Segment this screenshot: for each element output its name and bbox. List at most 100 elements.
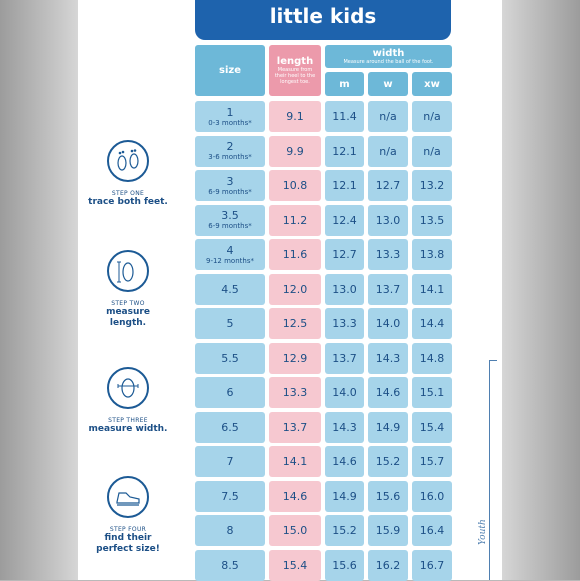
size-header: size [195, 45, 265, 96]
size-cell: 3 6-9 months* [195, 170, 265, 201]
w-cell: 13.3 [368, 239, 408, 270]
size-value: 3.5 [221, 209, 239, 222]
step-four-text: find their perfect size! [96, 533, 160, 554]
size-header-label: size [219, 65, 241, 76]
m-value: 12.7 [332, 248, 357, 261]
age-range: 9-12 months* [206, 256, 254, 265]
footprints-icon [107, 140, 149, 182]
size-cell: 4 9-12 months* [195, 239, 265, 270]
w-value: 13.7 [375, 282, 401, 296]
size-cell: 5 [195, 308, 265, 339]
length-header-note: Measure from their heel to the longest t… [274, 67, 316, 85]
size-value: 6 [226, 386, 234, 399]
width-m-label: m [339, 78, 350, 90]
length-cell: 13.3 [269, 377, 321, 408]
size-value: 8 [226, 524, 234, 537]
xw-value: n/a [423, 110, 441, 123]
m-cell: 12.4 [325, 204, 364, 236]
length-value: 12.0 [282, 282, 308, 296]
side-youth-text: Youth [478, 519, 488, 545]
xw-cell: 16.0 [412, 480, 452, 512]
m-cell: 12.1 [325, 170, 364, 201]
width-w-header: w [368, 72, 408, 96]
length-value: 10.8 [282, 179, 308, 192]
m-cell: 15.6 [325, 549, 364, 581]
w-cell: 15.9 [368, 515, 408, 546]
size-cell: 2 3-6 months* [195, 135, 265, 167]
m-cell: 14.6 [325, 446, 364, 477]
step-one-text: trace both feet. [88, 197, 168, 207]
xw-cell: 13.8 [412, 239, 452, 270]
size-cell: 8 [195, 515, 265, 546]
length-value: 11.2 [282, 213, 308, 227]
length-cell: 15.4 [269, 549, 321, 581]
xw-value: 16.0 [419, 489, 445, 503]
w-cell: 12.7 [368, 170, 408, 201]
length-value: 14.6 [282, 489, 308, 503]
xw-cell: 13.5 [412, 204, 452, 236]
m-cell: 14.3 [325, 411, 364, 443]
photo-frame-right [502, 0, 580, 580]
size-value: 8.5 [221, 558, 239, 572]
size-cell: 4.5 [195, 273, 265, 305]
size-value: 3 [226, 174, 234, 188]
w-value: n/a [379, 144, 397, 158]
side-divider-tick [489, 360, 497, 361]
xw-value: 16.4 [419, 524, 445, 537]
step-three: STEP THREE measure width. [88, 367, 168, 435]
foot-width-icon [107, 367, 149, 409]
length-cell: 13.7 [269, 411, 321, 443]
m-value: 12.4 [332, 213, 357, 227]
m-cell: 15.2 [325, 515, 364, 546]
w-cell: 16.2 [368, 549, 408, 581]
step-three-text: measure width. [88, 424, 168, 434]
width-xw-label: xw [424, 78, 440, 90]
xw-value: 13.2 [419, 179, 445, 192]
xw-cell: 14.1 [412, 273, 452, 305]
size-value: 5.5 [221, 351, 239, 365]
width-xw-header: xw [412, 72, 452, 96]
xw-value: 14.4 [419, 317, 445, 330]
xw-value: 16.7 [419, 558, 445, 572]
step-two-text: measure length. [106, 307, 150, 328]
width-m-header: m [325, 72, 364, 96]
m-value: 15.6 [332, 558, 357, 572]
length-cell: 12.9 [269, 342, 321, 374]
size-value: 7.5 [221, 489, 239, 503]
size-value: 2 [226, 140, 234, 153]
age-range: 6-9 months* [208, 222, 252, 230]
m-cell: 12.1 [325, 135, 364, 167]
w-value: 16.2 [375, 558, 401, 572]
size-value: 7 [226, 455, 234, 468]
width-header: width Measure around the ball of the foo… [325, 45, 452, 68]
length-value: 15.4 [282, 558, 308, 572]
m-value: 14.0 [332, 386, 357, 399]
m-cell: 13.7 [325, 342, 364, 374]
m-value: 13.3 [332, 317, 357, 330]
length-value: 13.3 [282, 386, 308, 399]
m-cell: 12.7 [325, 239, 364, 270]
w-value: 14.9 [375, 420, 401, 434]
size-cell: 3.5 6-9 months* [195, 204, 265, 236]
size-value: 6.5 [221, 420, 239, 434]
age-range: 3-6 months* [208, 153, 252, 161]
length-cell: 14.1 [269, 446, 321, 477]
length-cell: 11.6 [269, 239, 321, 270]
photo-frame-left [0, 0, 78, 580]
xw-value: 14.8 [419, 351, 445, 365]
length-value: 11.6 [282, 248, 308, 261]
xw-cell: 14.8 [412, 342, 452, 374]
step-one-label: STEP ONE [111, 190, 145, 197]
size-cell: 1 0-3 months* [195, 101, 265, 132]
w-cell: 14.6 [368, 377, 408, 408]
chart-title: little kids [195, 0, 451, 40]
w-cell: n/a [368, 101, 408, 132]
w-value: 13.3 [375, 248, 401, 261]
length-value: 9.1 [286, 110, 304, 123]
length-cell: 15.0 [269, 515, 321, 546]
length-cell: 14.6 [269, 480, 321, 512]
w-value: n/a [379, 110, 397, 123]
w-value: 15.9 [375, 524, 401, 537]
w-value: 14.0 [375, 317, 401, 330]
w-cell: 15.2 [368, 446, 408, 477]
